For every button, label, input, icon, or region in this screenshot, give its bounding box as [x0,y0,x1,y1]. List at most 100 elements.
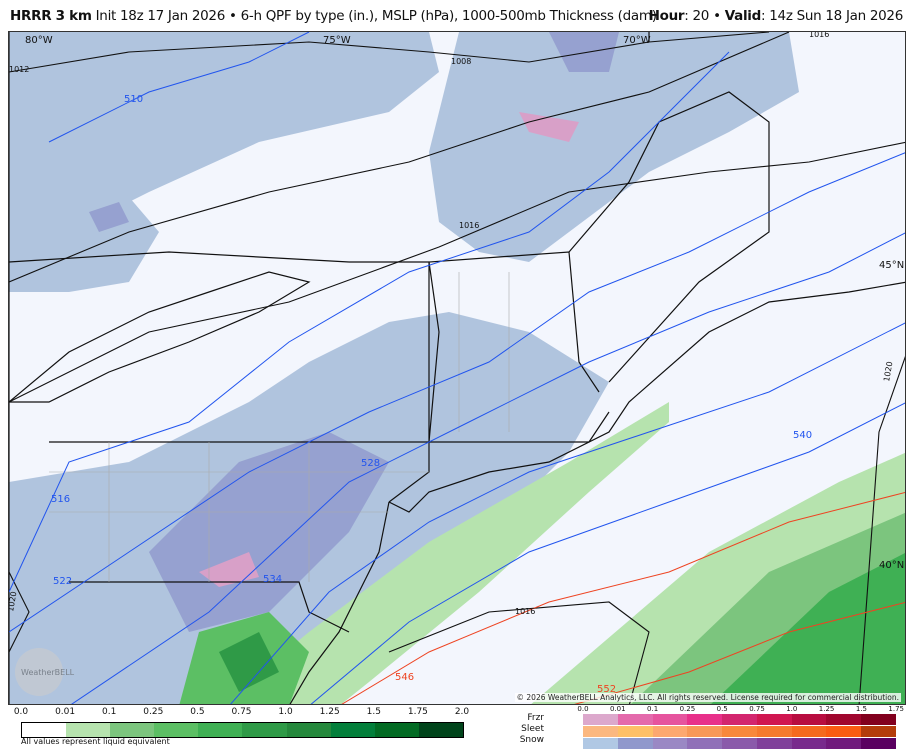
rain-swatch [286,723,331,737]
tick-label: 1.0 [278,707,293,717]
frzr-label: Frzr [527,713,544,723]
tick-label: 2.0 [454,707,470,717]
weather-map[interactable]: 80°W 75°W 70°W 45°N 40°N 1012 1008 1016 … [8,31,906,705]
lon-label: 70°W [623,35,651,46]
coastline [9,271,905,704]
tick-label: 0.01 [610,705,626,713]
thickness-label: 528 [361,458,380,469]
tick-label: 0.75 [231,707,252,717]
thickness-label: 552 [597,684,616,695]
snow-swatch [791,738,827,749]
rain-swatch [154,723,199,737]
valid-time: Hour: 20 • Valid: 14z Sun 18 Jan 2026 [648,8,904,24]
frzr-swatch [687,714,723,725]
model-name: HRRR 3 km [10,8,92,24]
thickness-label: 522 [53,576,72,587]
tick-label: 1.25 [319,707,340,717]
lat-label: 45°N [879,260,904,271]
sleet-swatch [722,726,757,737]
thickness-lines [9,32,905,704]
isobar-label: 1016 [809,32,829,39]
tick-label: 0.75 [749,705,765,713]
tick-label: 1.5 [855,705,867,713]
map-header: HRRR 3 km Init 18z 17 Jan 2026 • 6-h QPF… [10,8,903,30]
rain-swatch [66,723,111,737]
tick-label: 0.1 [647,705,659,713]
lat-label: 40°N [879,560,904,571]
isobar-label: 1016 [459,221,479,230]
tick-label: 1.75 [888,705,904,713]
frzr-swatch [756,714,792,725]
frzr-swatch [861,714,897,725]
state-borders [9,32,770,704]
tick-label: 0.0 [577,705,589,713]
tick-label: 0.25 [679,705,696,713]
snow-colorbar [583,738,897,749]
svg-text:WeatherBELL: WeatherBELL [21,668,75,677]
isobar-label: 1016 [515,607,535,616]
sleet-swatch [617,726,653,737]
tick-label: 1.0 [786,705,798,713]
rain-swatch [418,723,463,737]
map-description: Init 18z 17 Jan 2026 • 6-h QPF by type (… [95,8,657,24]
isobar-label: 1020 [9,591,19,613]
thickness-label: 516 [51,494,70,505]
tick-label: 0.25 [143,707,164,717]
thickness-label: 510 [124,94,143,105]
thickness-warm-lines [341,491,905,704]
frzr-colorbar [583,714,897,725]
frzr-swatch [617,714,653,725]
isobar-label: 1008 [451,57,471,66]
snow-label: Snow [519,735,544,745]
sleet-swatch [791,726,827,737]
frzr-swatch [826,714,862,725]
snow-swatch [826,738,862,749]
tick-label: 0.5 [190,707,205,717]
frzr-area [199,112,579,587]
snow-swatch [652,738,688,749]
rain-swatch [198,723,243,737]
snow-swatch [722,738,757,749]
tick-label: 0.5 [716,705,728,713]
legend: 0.0 0.01 0.1 0.25 0.5 0.75 1.0 1.25 1.5 1.75 2.0 A… [0,705,913,750]
snow-swatch [583,738,618,749]
rain-area [179,402,905,704]
sleet-label: Sleet [521,724,544,734]
lon-label: 80°W [25,35,53,46]
map-canvas: 80°W 75°W 70°W 45°N 40°N 1012 1008 1016 … [9,32,905,704]
frzr-swatch [652,714,688,725]
sleet-swatch [756,726,792,737]
snow-swatch [687,738,723,749]
snow-swatch [756,738,792,749]
frzr-swatch [583,714,618,725]
frzr-swatch [722,714,757,725]
isobar-label: 1012 [9,65,29,74]
thickness-label: 540 [793,430,812,441]
rain-swatch [330,723,375,737]
rain-swatch [242,723,287,737]
lon-label: 75°W [323,35,351,46]
tick-label: 0.1 [102,707,117,717]
rain-swatch [374,723,419,737]
isobar-label: 1020 [882,361,894,383]
tick-label: 1.5 [366,707,381,717]
rain-swatch [110,723,155,737]
tick-label: 0.01 [55,707,76,717]
sleet-swatch [826,726,862,737]
copyright: © 2026 WeatherBELL Analytics, LLC. All r… [514,693,901,702]
isobars [9,32,905,704]
tick-label: 0.0 [13,707,29,717]
sleet-colorbar [583,726,897,737]
tick-label: 1.75 [407,707,428,717]
legend-note: All values represent liquid equivalent [21,737,170,746]
thickness-label: 546 [395,672,414,683]
rain-swatch [22,723,67,737]
province-lines [49,272,510,582]
thickness-label: 534 [263,574,282,585]
tick-label: 1.25 [818,705,835,713]
sleet-swatch [861,726,897,737]
snow-swatch [861,738,897,749]
sleet-swatch [687,726,723,737]
snow-swatch [617,738,653,749]
weatherbell-logo: WeatherBELL [15,648,75,696]
